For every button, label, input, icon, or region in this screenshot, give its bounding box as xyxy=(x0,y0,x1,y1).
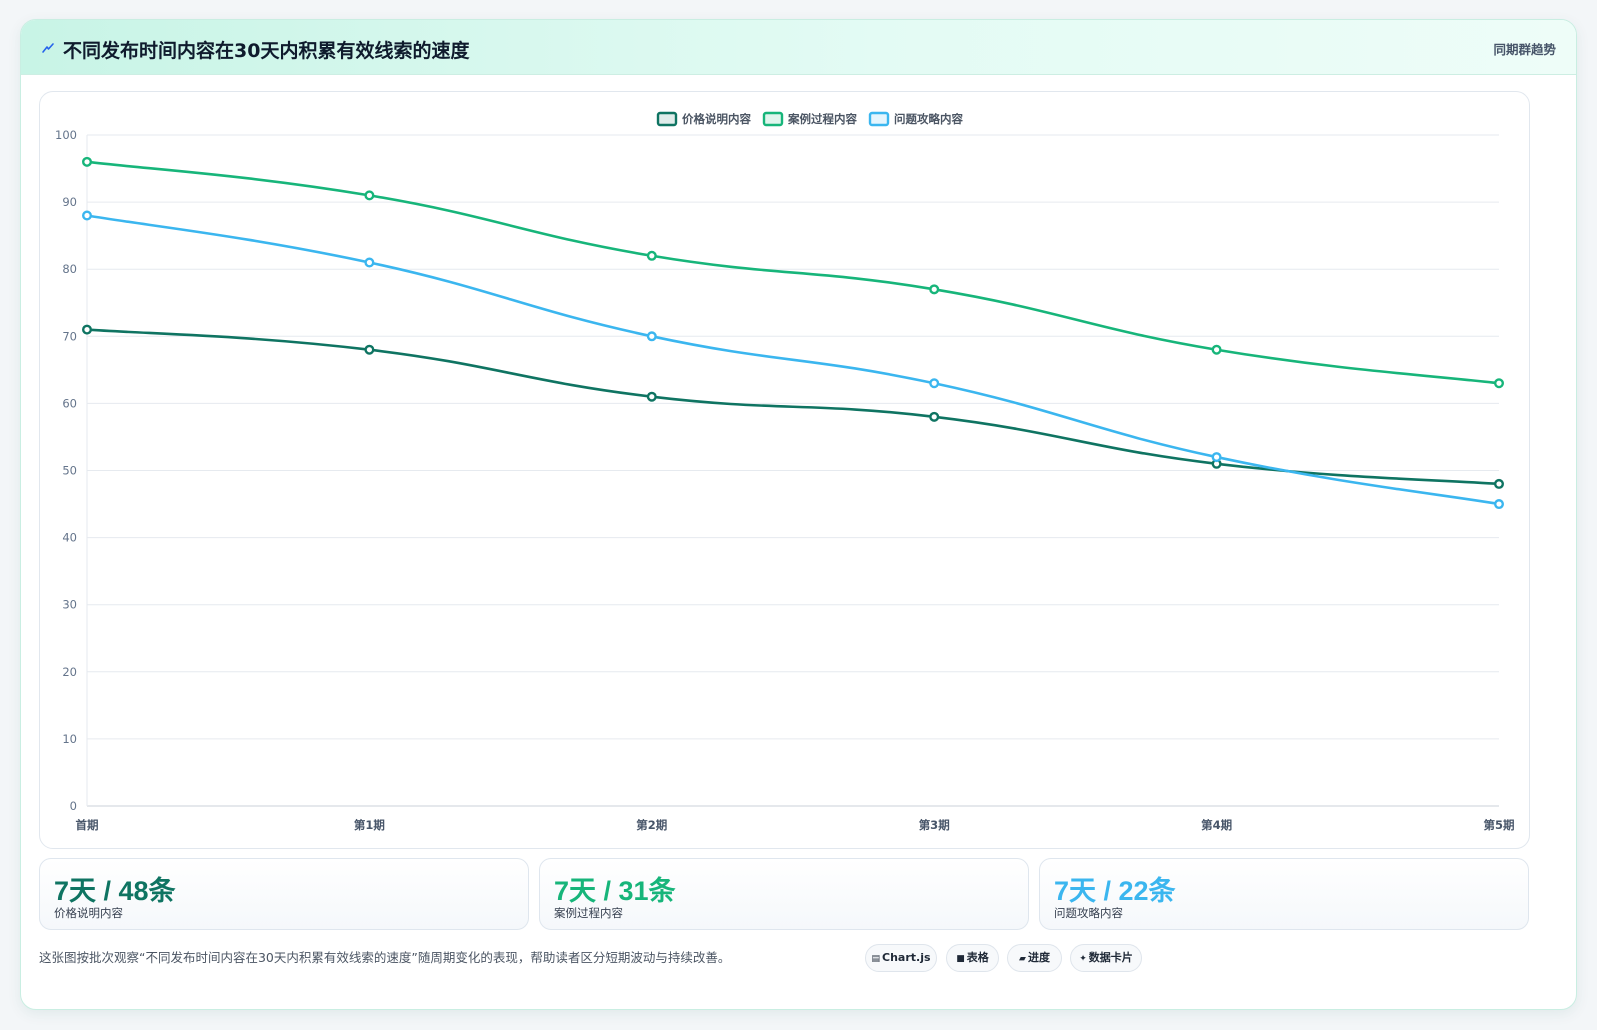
data-point xyxy=(1493,499,1504,510)
y-tick-label: 40 xyxy=(62,531,77,545)
data-point xyxy=(1493,478,1504,489)
progress-icon: ▰ xyxy=(1019,954,1026,964)
legend-swatch xyxy=(868,111,890,127)
data-point xyxy=(646,391,657,402)
y-tick-label: 30 xyxy=(62,598,77,612)
data-point xyxy=(364,344,375,355)
x-tick-label: 第1期 xyxy=(354,818,385,832)
stat-value: 7天 / 48条 xyxy=(54,876,176,906)
data-point xyxy=(646,250,657,261)
stat-card-case: 7天 / 31条 案例过程内容 xyxy=(539,858,1029,930)
data-point xyxy=(364,190,375,201)
series-line xyxy=(86,328,1500,486)
lightning-icon xyxy=(42,43,54,53)
data-point xyxy=(929,284,940,295)
data-point xyxy=(364,257,375,268)
y-tick-label: 60 xyxy=(62,396,77,410)
legend-label: 案例过程内容 xyxy=(787,112,857,126)
chip-progress[interactable]: ▰ 进度 xyxy=(1007,944,1062,972)
chip-data-card[interactable]: ✦ 数据卡片 xyxy=(1070,944,1142,972)
chart-area: 0 10 20 30 40 50 60 70 80 90 100 首期 第1期 第2期 第3期 第4期 第5期 价… xyxy=(39,91,1530,849)
x-tick-label: 首期 xyxy=(76,818,99,832)
chart-card: 不同发布时间内容在30天内积累有效线索的速度 同期群趋势 0 10 20 30 40 50… xyxy=(20,19,1577,1010)
y-tick-label: 90 xyxy=(62,195,77,209)
stat-card-price: 7天 / 48条 价格说明内容 xyxy=(39,858,529,930)
y-tick-label: 80 xyxy=(62,262,77,276)
chart-footnote: 这张图按批次观察“不同发布时间内容在30天内积累有效线索的速度”随周期变化的表现… xyxy=(39,950,731,965)
chip-chartjs[interactable]: ▤ Chart.js xyxy=(865,944,937,972)
x-tick-label: 第5期 xyxy=(1483,818,1514,832)
legend-label: 问题攻略内容 xyxy=(894,112,963,126)
data-point xyxy=(82,210,93,221)
data-point xyxy=(82,324,93,335)
data-point xyxy=(1493,378,1504,389)
data-point xyxy=(82,156,93,167)
stat-value: 7天 / 31条 xyxy=(554,876,676,906)
x-tick-label: 第3期 xyxy=(919,818,950,832)
y-tick-label: 10 xyxy=(62,732,77,746)
legend-swatch xyxy=(762,111,784,127)
stat-label: 案例过程内容 xyxy=(554,906,623,920)
data-point xyxy=(929,411,940,422)
x-tick-label: 第2期 xyxy=(636,818,667,832)
y-tick-label: 50 xyxy=(62,464,77,478)
sparkle-icon: ✦ xyxy=(1079,954,1087,964)
data-point xyxy=(929,378,940,389)
chart-icon: ▤ xyxy=(871,954,880,964)
stat-card-guide: 7天 / 22条 问题攻略内容 xyxy=(1039,858,1529,930)
table-icon: ■ xyxy=(956,954,965,964)
chip-table[interactable]: ■ 表格 xyxy=(946,944,999,972)
stat-label: 问题攻略内容 xyxy=(1054,906,1123,920)
legend-swatch xyxy=(656,111,678,127)
data-point xyxy=(1211,344,1222,355)
chip-label: 表格 xyxy=(966,951,989,964)
stat-value: 7天 / 22条 xyxy=(1054,876,1176,906)
y-tick-label: 70 xyxy=(62,329,77,343)
x-tick-label: 第4期 xyxy=(1201,818,1232,832)
chip-label: 数据卡片 xyxy=(1088,951,1133,964)
stat-label: 价格说明内容 xyxy=(54,906,123,920)
chip-label: Chart.js xyxy=(882,951,931,964)
line-chart: 0 10 20 30 40 50 60 70 80 90 100 首期 第1期 第2期 第3期 第4期 第5期 价… xyxy=(55,111,1515,832)
data-point xyxy=(646,331,657,342)
card-header: 不同发布时间内容在30天内积累有效线索的速度 同期群趋势 xyxy=(21,20,1576,75)
data-point xyxy=(1211,452,1222,463)
y-tick-label: 0 xyxy=(70,799,77,813)
y-tick-label: 20 xyxy=(62,665,77,679)
y-tick-label: 100 xyxy=(55,128,77,142)
chart-title: 不同发布时间内容在30天内积累有效线索的速度 xyxy=(63,40,470,62)
legend-label: 价格说明内容 xyxy=(682,112,751,126)
cohort-trend-tag: 同期群趋势 xyxy=(1493,42,1556,57)
series-line xyxy=(86,214,1500,506)
chip-label: 进度 xyxy=(1027,951,1050,964)
series-line xyxy=(86,160,1500,385)
